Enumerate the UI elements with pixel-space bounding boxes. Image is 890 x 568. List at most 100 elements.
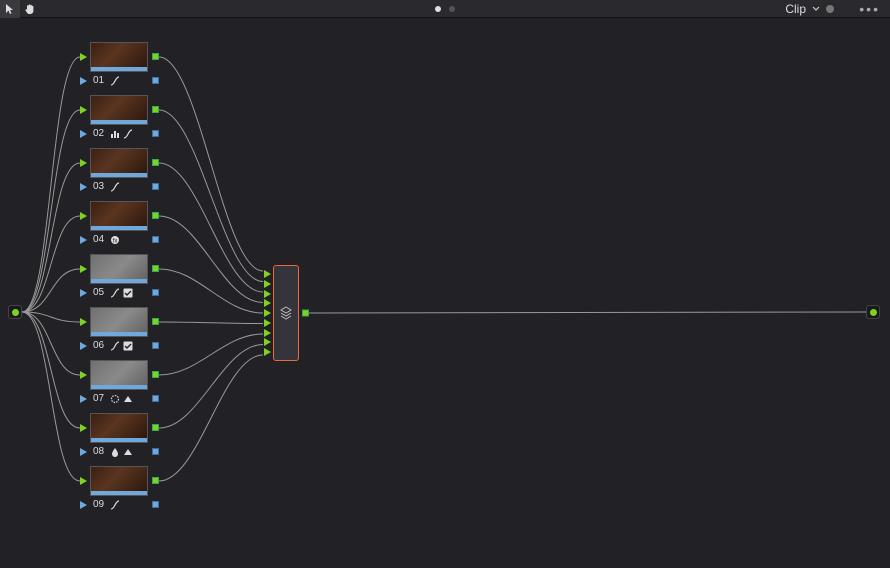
mixer-input-8[interactable]: [264, 338, 271, 346]
page-dot-2[interactable]: [449, 6, 455, 12]
node-key-output[interactable]: [152, 448, 159, 455]
node-label-row: 08: [90, 443, 148, 459]
mixer-input-2[interactable]: [264, 280, 271, 288]
node-key-output[interactable]: [152, 395, 159, 402]
node-label-row: 01: [90, 72, 148, 88]
node-thumbnail[interactable]: [90, 413, 148, 443]
mixer-input-3[interactable]: [264, 290, 271, 298]
node-rgb-output[interactable]: [152, 159, 159, 166]
chevron-down-icon: [812, 6, 820, 12]
corrector-node-07[interactable]: 07: [90, 360, 148, 406]
corrector-node-03[interactable]: 03: [90, 148, 148, 194]
curve-badge-icon: [110, 288, 120, 298]
mixer-output-port[interactable]: [302, 310, 309, 317]
corrector-node-06[interactable]: 06: [90, 307, 148, 353]
ring-badge-icon: [110, 394, 120, 404]
corrector-node-02[interactable]: 02: [90, 95, 148, 141]
node-rgb-output[interactable]: [152, 318, 159, 325]
check-badge-icon: [123, 341, 133, 351]
node-rgb-input[interactable]: [80, 212, 87, 220]
check-badge-icon: [123, 288, 133, 298]
node-number: 04: [93, 234, 107, 245]
layer-mixer-node[interactable]: [273, 265, 299, 361]
hand-tool-button[interactable]: [20, 0, 40, 18]
node-key-input[interactable]: [80, 448, 87, 456]
clip-selector[interactable]: Clip: [785, 2, 834, 16]
corrector-node-08[interactable]: 08: [90, 413, 148, 459]
node-rgb-input[interactable]: [80, 106, 87, 114]
node-label-row: 03: [90, 178, 148, 194]
toolbar: Clip •••: [0, 0, 890, 18]
mixer-input-4[interactable]: [264, 299, 271, 307]
node-key-input[interactable]: [80, 289, 87, 297]
drop-badge-icon: [110, 447, 120, 457]
node-key-input[interactable]: [80, 501, 87, 509]
graph-input-port[interactable]: [8, 305, 22, 319]
page-indicator[interactable]: [435, 6, 455, 12]
curve-badge-icon: [110, 182, 120, 192]
corrector-node-04[interactable]: 04 fx: [90, 201, 148, 247]
node-label-row: 06: [90, 337, 148, 353]
page-dot-1[interactable]: [435, 6, 441, 12]
node-rgb-output[interactable]: [152, 212, 159, 219]
node-rgb-input[interactable]: [80, 318, 87, 326]
node-label-row: 09: [90, 496, 148, 512]
node-thumbnail[interactable]: [90, 466, 148, 496]
node-key-input[interactable]: [80, 342, 87, 350]
node-rgb-output[interactable]: [152, 53, 159, 60]
node-number: 01: [93, 75, 107, 86]
mixer-input-6[interactable]: [264, 319, 271, 327]
node-key-output[interactable]: [152, 289, 159, 296]
node-thumbnail[interactable]: [90, 148, 148, 178]
node-rgb-output[interactable]: [152, 106, 159, 113]
node-rgb-input[interactable]: [80, 424, 87, 432]
node-rgb-output[interactable]: [152, 265, 159, 272]
curve-badge-icon: [123, 129, 133, 139]
node-thumbnail[interactable]: [90, 360, 148, 390]
bars-badge-icon: [110, 129, 120, 139]
options-menu-button[interactable]: •••: [859, 1, 880, 17]
node-key-output[interactable]: [152, 130, 159, 137]
node-rgb-input[interactable]: [80, 371, 87, 379]
node-key-output[interactable]: [152, 501, 159, 508]
node-thumbnail[interactable]: [90, 42, 148, 72]
node-rgb-input[interactable]: [80, 159, 87, 167]
mixer-input-5[interactable]: [264, 309, 271, 317]
node-label-row: 04 fx: [90, 231, 148, 247]
graph-output-port[interactable]: [866, 305, 880, 319]
node-key-output[interactable]: [152, 183, 159, 190]
node-graph-canvas[interactable]: 01 02 03 04 fx 05 06 07 08 09: [0, 18, 890, 568]
node-key-output[interactable]: [152, 77, 159, 84]
tri-badge-icon: [123, 394, 133, 404]
mixer-input-9[interactable]: [264, 348, 271, 356]
node-key-input[interactable]: [80, 77, 87, 85]
node-rgb-output[interactable]: [152, 371, 159, 378]
node-key-input[interactable]: [80, 236, 87, 244]
mixer-input-1[interactable]: [264, 270, 271, 278]
tri-badge-icon: [123, 447, 133, 457]
corrector-node-05[interactable]: 05: [90, 254, 148, 300]
node-rgb-input[interactable]: [80, 477, 87, 485]
node-key-input[interactable]: [80, 183, 87, 191]
arrow-tool-button[interactable]: [0, 0, 20, 18]
node-thumbnail[interactable]: [90, 95, 148, 125]
node-thumbnail[interactable]: [90, 307, 148, 337]
node-rgb-output[interactable]: [152, 424, 159, 431]
node-rgb-input[interactable]: [80, 265, 87, 273]
corrector-node-09[interactable]: 09: [90, 466, 148, 512]
node-number: 06: [93, 340, 107, 351]
node-thumbnail[interactable]: [90, 201, 148, 231]
node-key-output[interactable]: [152, 342, 159, 349]
node-key-output[interactable]: [152, 236, 159, 243]
corrector-node-01[interactable]: 01: [90, 42, 148, 88]
node-number: 08: [93, 446, 107, 457]
node-rgb-input[interactable]: [80, 53, 87, 61]
node-key-input[interactable]: [80, 395, 87, 403]
node-key-input[interactable]: [80, 130, 87, 138]
svg-text:fx: fx: [113, 238, 118, 244]
node-rgb-output[interactable]: [152, 477, 159, 484]
node-thumbnail[interactable]: [90, 254, 148, 284]
fx-badge-icon: fx: [110, 235, 120, 245]
curve-badge-icon: [110, 500, 120, 510]
mixer-input-7[interactable]: [264, 329, 271, 337]
